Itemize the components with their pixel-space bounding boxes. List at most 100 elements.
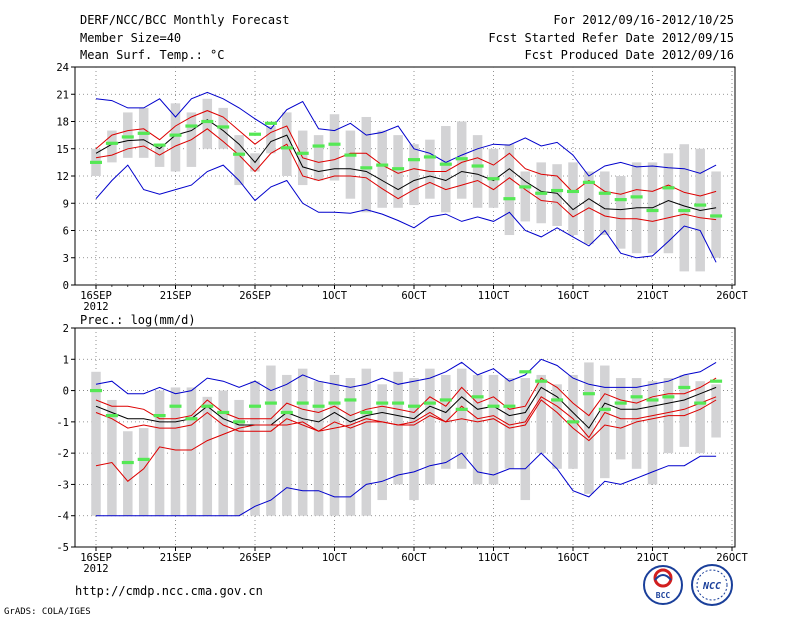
x-tick-label: 1OCT bbox=[322, 290, 348, 302]
x-tick-label: 11OCT bbox=[478, 290, 510, 302]
members-mean-marker bbox=[439, 162, 452, 166]
ensemble_mean-line bbox=[95, 119, 717, 212]
members-mean-marker bbox=[217, 125, 230, 129]
plot-frame bbox=[74, 327, 736, 548]
range-bar bbox=[425, 139, 435, 199]
members-mean-marker bbox=[392, 167, 405, 171]
range-bar bbox=[313, 135, 324, 181]
members-mean-marker bbox=[423, 401, 436, 405]
x-tick-label: 6OCT bbox=[401, 552, 427, 564]
range-bar bbox=[409, 378, 419, 501]
members-mean-marker bbox=[535, 379, 548, 383]
members-mean-marker bbox=[312, 404, 325, 408]
members-mean-marker bbox=[153, 143, 166, 147]
members-mean-marker bbox=[376, 401, 389, 405]
y-tick-label: 12 bbox=[56, 171, 69, 183]
range-bar bbox=[711, 384, 721, 438]
range-bar bbox=[600, 171, 610, 236]
range-bar bbox=[393, 371, 403, 485]
x-tick-label: 1OCT bbox=[322, 552, 348, 564]
members-mean-marker bbox=[455, 407, 468, 411]
members-mean-marker bbox=[264, 401, 277, 405]
range-bar bbox=[170, 387, 181, 516]
members-mean-marker bbox=[296, 151, 309, 155]
range-bar bbox=[472, 374, 483, 485]
members-mean-marker bbox=[487, 404, 500, 408]
x-tick-label: 6OCT bbox=[401, 290, 427, 302]
y-tick-label: -3 bbox=[56, 479, 69, 491]
fcst-produced: Fcst Produced Date 2012/09/16 bbox=[524, 48, 734, 62]
members-mean-marker bbox=[249, 132, 261, 136]
precip-title: Prec.: log(mm/d) bbox=[80, 313, 196, 327]
range-bar bbox=[472, 135, 483, 208]
range-bar bbox=[202, 98, 213, 149]
members-mean-marker bbox=[90, 160, 102, 164]
members-mean-marker bbox=[646, 398, 659, 402]
range-bar bbox=[170, 103, 181, 172]
range-bar bbox=[107, 399, 117, 516]
members-mean-marker bbox=[105, 141, 118, 145]
members-mean-marker bbox=[503, 404, 516, 408]
members-mean-marker bbox=[344, 398, 357, 402]
members-mean-marker bbox=[344, 153, 357, 157]
range-bar bbox=[504, 378, 515, 469]
members-mean-marker bbox=[582, 392, 595, 396]
member-size: Member Size=40 bbox=[80, 31, 181, 45]
members-mean-marker bbox=[280, 146, 293, 150]
range-bar bbox=[297, 368, 308, 516]
members-mean-marker bbox=[519, 370, 532, 374]
members-mean-marker bbox=[567, 420, 579, 424]
x-tick-label: 26OCT bbox=[716, 552, 748, 564]
range-bar bbox=[266, 126, 276, 154]
y-tick-label: 21 bbox=[56, 89, 69, 101]
y-tick-label: 6 bbox=[63, 226, 69, 238]
upper-line bbox=[95, 377, 717, 420]
range-bar bbox=[377, 384, 387, 501]
members-mean-marker bbox=[360, 166, 373, 170]
range-bar bbox=[679, 374, 690, 447]
x-tick-label: 21SEP bbox=[160, 290, 192, 302]
upper-line bbox=[95, 110, 717, 197]
members-mean-marker bbox=[710, 214, 723, 218]
members-mean-marker bbox=[249, 404, 261, 408]
range-bar bbox=[425, 368, 435, 485]
members-mean-marker bbox=[630, 395, 643, 399]
range-bar bbox=[600, 365, 610, 479]
y-tick-label: 1 bbox=[63, 354, 69, 366]
members-mean-marker bbox=[678, 208, 691, 213]
x-tick-label: 21OCT bbox=[637, 552, 669, 564]
ncc-logo-text: NCC bbox=[702, 581, 721, 592]
range-bar bbox=[345, 378, 356, 516]
range-bar bbox=[409, 144, 419, 206]
range-bar bbox=[313, 381, 324, 516]
members-mean-marker bbox=[519, 185, 532, 189]
range-bar bbox=[663, 153, 674, 254]
range-bar bbox=[536, 374, 546, 454]
members-mean-marker bbox=[630, 195, 643, 199]
fcst-started: Fcst Started Refer Date 2012/09/15 bbox=[488, 31, 734, 45]
source-url[interactable]: http://cmdp.ncc.cma.gov.cn bbox=[75, 584, 263, 598]
chart-title: DERF/NCC/BCC Monthly Forecast bbox=[80, 13, 290, 27]
members-mean-marker bbox=[328, 142, 341, 146]
x-tick-label: 16OCT bbox=[557, 552, 589, 564]
members-mean-marker bbox=[264, 121, 277, 125]
min-line bbox=[95, 164, 717, 263]
range-bar bbox=[138, 428, 149, 516]
y-tick-label: -1 bbox=[56, 417, 69, 429]
members-mean-marker bbox=[392, 401, 405, 405]
members-mean-marker bbox=[185, 417, 198, 421]
range-bar bbox=[218, 390, 228, 516]
range-bar bbox=[568, 162, 578, 236]
lower-line bbox=[95, 128, 717, 222]
members-mean-marker bbox=[408, 158, 420, 162]
range-bar bbox=[329, 374, 340, 516]
range-bar bbox=[154, 390, 165, 516]
x-tick-label: 16SEP bbox=[80, 290, 112, 302]
members-mean-marker bbox=[376, 163, 389, 167]
members-mean-marker bbox=[694, 203, 707, 207]
members-mean-marker bbox=[582, 180, 595, 184]
y-tick-label: 15 bbox=[56, 144, 69, 156]
members-mean-marker bbox=[360, 410, 373, 415]
members-mean-marker bbox=[662, 186, 675, 190]
